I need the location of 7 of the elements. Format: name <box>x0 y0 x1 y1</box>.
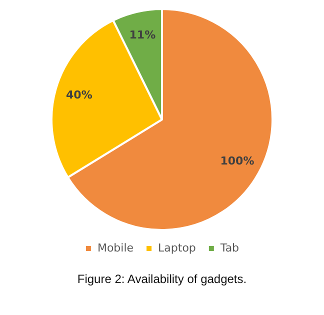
legend-label: Mobile <box>97 241 134 254</box>
data-label: 40% <box>66 88 92 102</box>
caption: Figure 2: Availability of gadgets. <box>76 272 248 286</box>
data-label: 11% <box>129 28 156 42</box>
data-label: 100% <box>220 154 254 168</box>
legend-label: Laptop <box>158 241 196 254</box>
legend-label: Tab <box>219 241 240 254</box>
